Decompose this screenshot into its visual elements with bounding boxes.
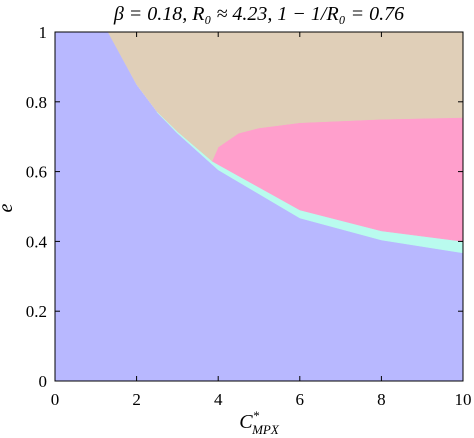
y-tick-label: 0.6 [26, 163, 47, 182]
y-tick-label: 0.8 [26, 93, 47, 112]
x-tick-label: 10 [455, 390, 472, 409]
y-axis-label: e [0, 203, 17, 212]
plot-frame [54, 31, 464, 382]
x-tick-label: 2 [132, 390, 141, 409]
x-label-sup: * [253, 408, 260, 423]
y-tick-label: 0.4 [26, 232, 48, 251]
x-tick-label: 4 [214, 390, 223, 409]
x-label-sub: MPX [251, 422, 280, 437]
x-axis-label: C* MPX [239, 408, 280, 437]
x-tick-label: 0 [51, 390, 60, 409]
y-tick-label: 0 [39, 372, 48, 391]
x-tick-label: 6 [296, 390, 305, 409]
y-tick-label: 1 [39, 23, 48, 42]
chart-title: β = 0.18, R₀ ≈ 4.23, 1 − 1/R₀ = 0.76 [113, 3, 404, 25]
x-label-base: C [239, 411, 253, 433]
x-tick-label: 8 [377, 390, 386, 409]
y-tick-label: 0.2 [26, 302, 47, 321]
